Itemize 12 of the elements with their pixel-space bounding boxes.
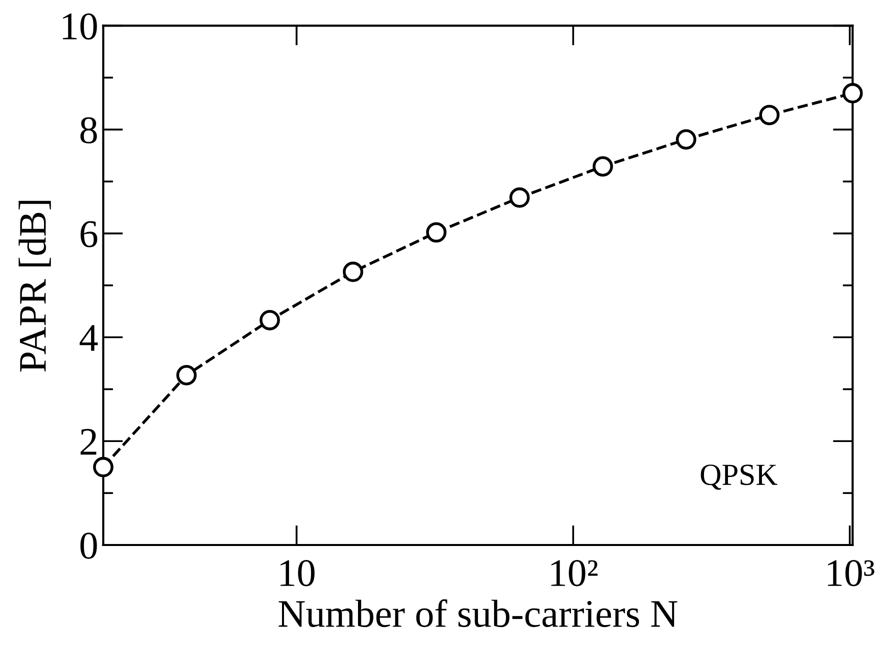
annotation: QPSK [700,464,778,490]
y-tick-label: 10 [62,13,97,40]
x-tick-label: 10³ [828,560,874,586]
y-axis-title: PAPR [dB] [18,200,51,372]
y-tick-label: 2 [80,428,96,455]
x-axis-title: Number of sub-carriers N [278,599,678,628]
y-tick-label: 8 [80,117,97,144]
x-tick-label: 10² [551,560,598,586]
y-tick-label: 6 [80,221,98,248]
y-tick-label: 4 [80,325,98,351]
x-tick-label: 10 [280,560,315,586]
y-tick-label: 0 [80,532,97,559]
